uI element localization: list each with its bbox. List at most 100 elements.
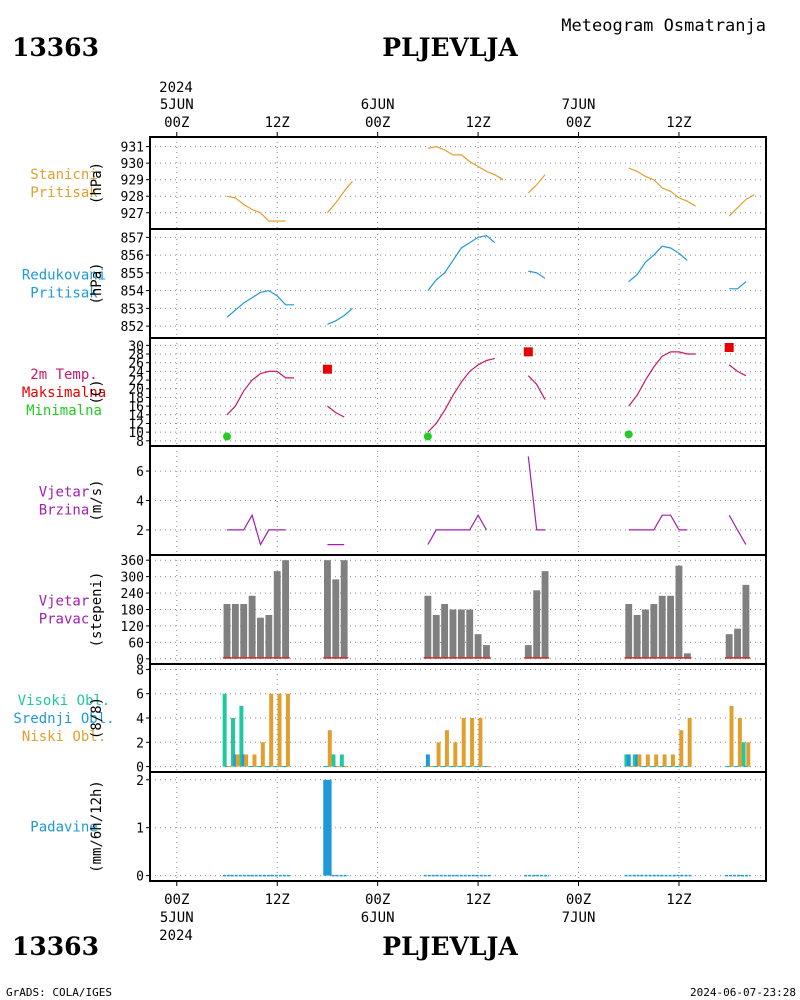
low-cloud-bar [260, 742, 265, 767]
y-tick-label: 2 [136, 774, 144, 789]
panel-label: Visoki Obl. [18, 693, 111, 709]
series-line [326, 180, 353, 214]
panel-frame [149, 445, 767, 556]
station-id-bottom: 13363 [12, 932, 99, 961]
top-tick-label: 12Z [666, 115, 691, 131]
high-cloud-bar [222, 693, 227, 767]
low-cloud-bar [478, 718, 483, 767]
low-cloud-bar [244, 754, 249, 767]
direction-bar [273, 571, 281, 659]
direction-bar [650, 604, 658, 659]
series-line [427, 513, 488, 545]
top-date-label: 6JUN [361, 97, 395, 113]
high-cloud-bar [231, 718, 236, 767]
y-tick-label: 0 [136, 870, 144, 885]
panel-label: Niski Obl. [22, 729, 106, 745]
direction-bar [449, 609, 457, 659]
series-line [427, 357, 495, 433]
direction-bar [474, 634, 482, 659]
grads-credit: GrADS: COLA/IGES [6, 986, 112, 999]
direction-bar [432, 614, 440, 659]
unit-label: (stepeni) [89, 572, 105, 648]
panel-label: Minimalna [26, 403, 102, 419]
y-tick-label: 0 [136, 653, 144, 668]
top-tick-label: 00Z [365, 115, 390, 131]
panel-label: Srednji Obl. [13, 711, 114, 727]
bottom-tick-label: 12Z [265, 892, 290, 908]
series-line [527, 456, 545, 531]
direction-bar [742, 584, 750, 659]
panel-label: Stanicni [30, 167, 97, 183]
low-cloud-bar [444, 730, 449, 767]
y-tick-label: 930 [121, 157, 144, 172]
low-cloud-bar [645, 754, 650, 767]
meteogram-panels: 927928929930931StanicniPritisak(hPa)8528… [13, 136, 767, 885]
y-tick-label: 20 [128, 383, 144, 398]
series-line [327, 307, 353, 325]
low-cloud-bar [670, 754, 675, 767]
panel-label: Vjetar [39, 485, 90, 501]
top-time-axis: 00Z 5JUN 12Z 00Z 6JUN 12Z 00Z 7JUN 12Z [160, 97, 692, 137]
precip-bar [323, 779, 332, 876]
low-cloud-bar [436, 742, 441, 767]
y-tick-label: 14 [128, 409, 144, 424]
y-tick-label: 30 [128, 339, 144, 354]
station-name-bottom: PLJEVLJA [382, 932, 518, 961]
series-line [628, 351, 696, 407]
bottom-tick-label: 00Z [164, 892, 189, 908]
direction-bar [633, 614, 641, 659]
y-tick-label: 853 [121, 302, 144, 317]
unit-label: (C) [89, 379, 105, 404]
low-cloud-bar [461, 718, 466, 767]
low-cloud-bar [269, 693, 274, 767]
bottom-tick-label: 12Z [666, 892, 691, 908]
panel-label: Vjetar [39, 594, 90, 610]
y-tick-label: 18 [128, 391, 144, 406]
high-cloud-bar [624, 754, 629, 767]
bottom-time-axis: 00Z 5JUN 12Z 00Z 6JUN 12Z 00Z 7JUN 12Z [160, 881, 692, 926]
bottom-tick-label: 00Z [566, 892, 591, 908]
low-cloud-bar [662, 754, 667, 767]
y-tick-label: 4 [136, 712, 144, 727]
low-cloud-bar [679, 730, 684, 767]
y-tick-label: 931 [121, 141, 144, 156]
mid-cloud-bar [635, 754, 640, 767]
low-cloud-bar [687, 718, 692, 767]
panel-label: Pritisak [30, 286, 98, 302]
y-tick-label: 855 [121, 267, 144, 282]
min-temp-marker [223, 432, 231, 441]
y-tick-label: 16 [128, 400, 144, 415]
y-tick-label: 854 [121, 285, 145, 300]
bottom-tick-label: 00Z [365, 892, 390, 908]
unit-label: (hPa) [89, 262, 105, 304]
series-line [729, 281, 747, 290]
low-cloud-bar [252, 754, 257, 767]
unit-label: (m/s) [89, 479, 105, 521]
y-tick-label: 10 [128, 426, 144, 441]
series-line [728, 364, 747, 377]
panel-reduced: 852 853 854 855 856 857 Redukovani Pritisak(hPa… [22, 228, 767, 339]
series-line [226, 370, 294, 416]
y-tick-label: 24 [128, 365, 144, 380]
series-line [226, 195, 286, 222]
panel-label: Brzina [39, 503, 90, 519]
y-tick-label: 120 [121, 620, 144, 635]
panel-frame [149, 337, 767, 447]
y-tick-label: 8 [136, 663, 144, 678]
direction-bar [683, 653, 691, 659]
low-cloud-bar [235, 754, 240, 767]
y-tick-label: 26 [128, 357, 144, 372]
bottom-tick-label: 12Z [465, 892, 490, 908]
low-cloud-bar [729, 705, 734, 767]
panel-label: Padavine [30, 820, 97, 836]
series-line [427, 145, 504, 181]
direction-bar [625, 604, 633, 659]
y-tick-label: 1 [136, 822, 144, 837]
low-cloud-bar [746, 742, 751, 767]
series-line [427, 234, 496, 291]
y-tick-label: 60 [128, 636, 144, 651]
y-tick-label: 8 [136, 435, 144, 450]
